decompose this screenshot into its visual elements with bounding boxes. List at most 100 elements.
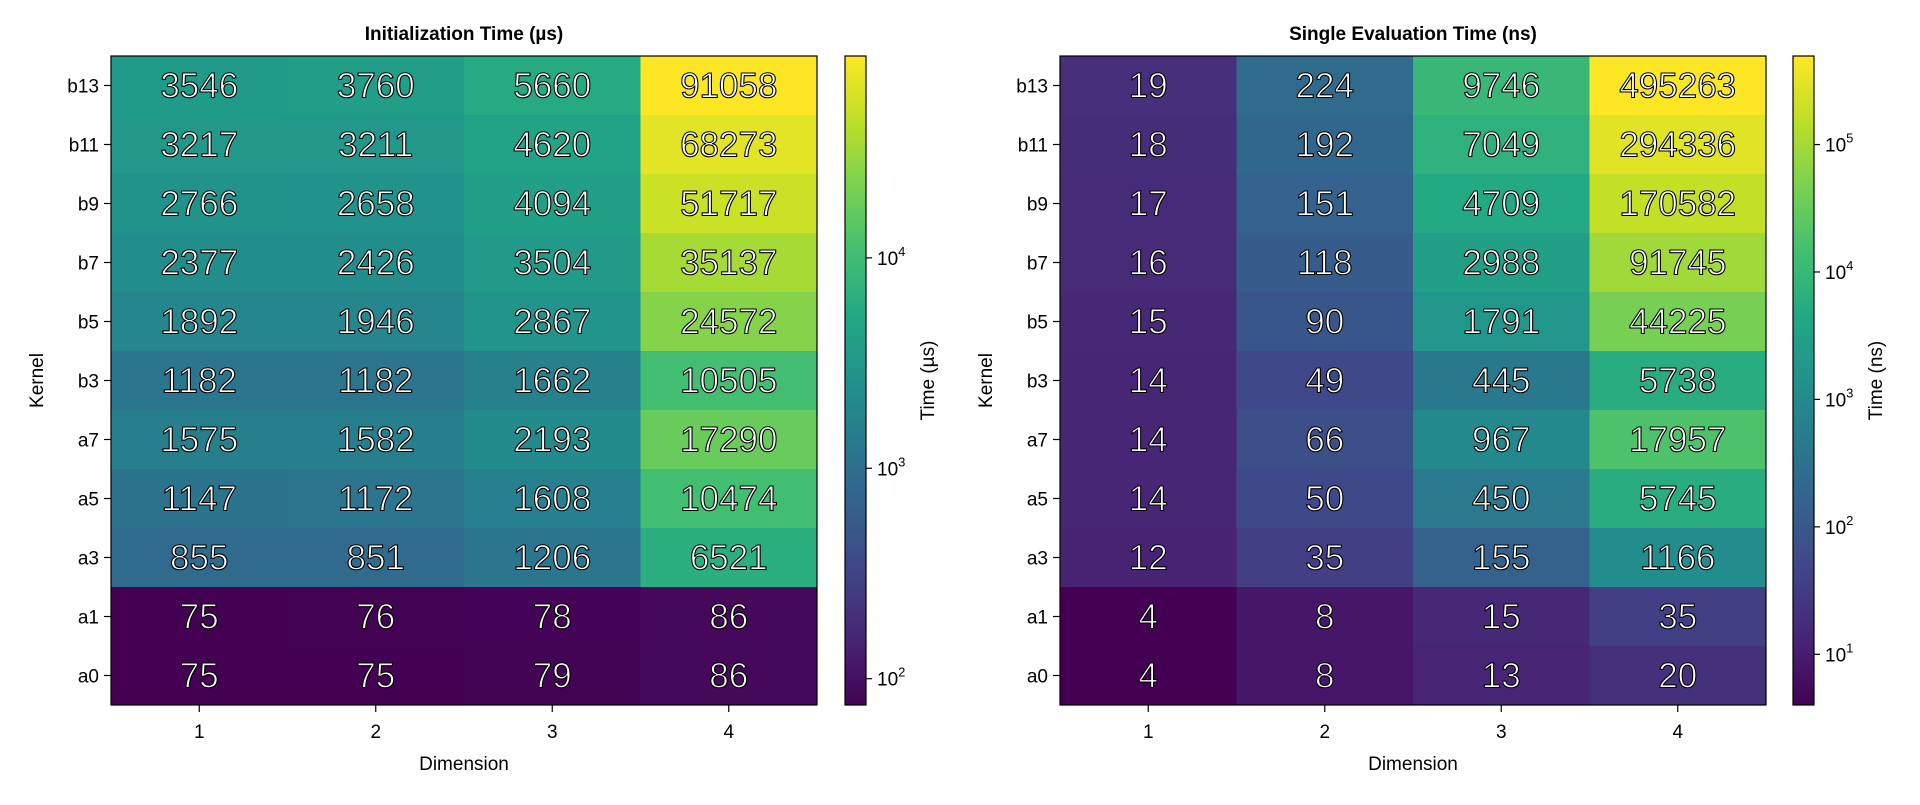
- cell-value-label: 967: [1472, 421, 1530, 460]
- cell-value-label: 86: [709, 598, 748, 637]
- heatmap-cell: [464, 115, 641, 175]
- heatmap-cell: [1413, 351, 1590, 411]
- heatmap-cell: [464, 469, 641, 529]
- heatmap-cell: [287, 646, 465, 706]
- chart-title: Single Evaluation Time (ns): [1289, 24, 1537, 45]
- x-axis-label: Dimension: [1368, 754, 1458, 775]
- heatmap-cell: [1413, 56, 1590, 116]
- heatmap-cell: [287, 351, 465, 411]
- cell-value-label: 35137: [680, 244, 777, 283]
- heatmap-cell: [287, 56, 465, 116]
- cell-value-label: 1582: [337, 421, 415, 460]
- heatmap-cell: [1060, 115, 1237, 175]
- colorbar-tick-label: 103: [877, 454, 905, 480]
- colorbar-tick-label: 102: [1825, 513, 1853, 539]
- y-tick-label: a0: [1027, 667, 1048, 688]
- cell-value-label: 495263: [1619, 67, 1736, 106]
- heatmap-cell: [1236, 646, 1414, 706]
- cell-value-label: 6521: [690, 539, 768, 578]
- heatmap-cell: [111, 410, 288, 470]
- y-tick-label: b3: [78, 372, 99, 393]
- heatmap-cell: [464, 410, 641, 470]
- heatmap-cell: [1589, 115, 1767, 175]
- cell-value-label: 4620: [513, 126, 591, 165]
- heatmap-cell: [1413, 469, 1590, 529]
- x-axis-label: Dimension: [419, 754, 509, 775]
- cell-value-label: 5738: [1639, 362, 1717, 401]
- cell-value-label: 2426: [337, 244, 415, 283]
- y-tick-label: b13: [1016, 77, 1048, 98]
- cell-value-label: 851: [347, 539, 405, 578]
- colorbar-tick-exponent: 1: [1846, 640, 1853, 655]
- colorbar-tick-exponent: 3: [1846, 385, 1853, 400]
- heatmap-cell: [1060, 587, 1237, 647]
- heatmap-cell: [111, 56, 288, 116]
- x-tick-label: 3: [1496, 722, 1507, 743]
- heatmap-cell: [1060, 410, 1237, 470]
- heatmap-cell: [111, 646, 288, 706]
- colorbar-tick-base: 10: [1825, 645, 1846, 666]
- y-tick-label: a3: [1027, 549, 1048, 570]
- heatmap-cell: [111, 233, 288, 293]
- cell-value-label: 1608: [513, 480, 591, 519]
- cell-value-label: 9746: [1462, 67, 1540, 106]
- heatmap-cell: [287, 115, 465, 175]
- cell-value-label: 68273: [680, 126, 777, 165]
- cell-value-label: 14: [1129, 480, 1168, 519]
- cell-value-label: 44225: [1629, 303, 1726, 342]
- colorbar: [844, 55, 867, 706]
- heatmap-cell: [640, 469, 818, 529]
- heatmap-cell: [1589, 56, 1767, 116]
- cell-value-label: 2377: [160, 244, 238, 283]
- cell-value-label: 86: [709, 657, 748, 696]
- colorbar-tick-base: 10: [1825, 518, 1846, 539]
- cell-value-label: 91745: [1629, 244, 1726, 283]
- heatmap-cell: [1413, 292, 1590, 352]
- x-tick-label: 4: [1672, 722, 1683, 743]
- cell-value-label: 4: [1139, 657, 1158, 696]
- heatmap-cell: [1413, 115, 1590, 175]
- cell-value-label: 8: [1315, 657, 1334, 696]
- heatmap-cell: [464, 174, 641, 234]
- cell-value-label: 224: [1296, 67, 1354, 106]
- cell-value-label: 16: [1129, 244, 1168, 283]
- cell-value-label: 1791: [1462, 303, 1540, 342]
- cell-value-label: 1166: [1640, 539, 1715, 578]
- cell-value-label: 1946: [337, 303, 415, 342]
- cell-value-label: 4: [1139, 598, 1158, 637]
- cell-value-label: 79: [533, 657, 572, 696]
- y-axis-label: Kernel: [27, 353, 48, 408]
- heatmap-cell: [1413, 646, 1590, 706]
- colorbar-tick-exponent: 3: [898, 454, 905, 469]
- y-tick-label: a5: [1027, 490, 1048, 511]
- heatmap-cell: [1413, 233, 1590, 293]
- cell-value-label: 51717: [680, 185, 777, 224]
- cell-value-label: 75: [180, 598, 219, 637]
- cell-value-label: 5660: [513, 67, 591, 106]
- colorbar-tick-exponent: 4: [898, 244, 905, 259]
- heatmap-cell: [1060, 292, 1237, 352]
- cell-value-label: 76: [356, 598, 395, 637]
- cell-value-label: 13: [1482, 657, 1521, 696]
- y-tick-label: b11: [69, 136, 99, 157]
- heatmap-cell: [1236, 292, 1414, 352]
- colorbar-tick-label: 104: [877, 244, 905, 270]
- cell-value-label: 12: [1129, 539, 1168, 578]
- cell-value-label: 17: [1129, 185, 1168, 224]
- heatmap-cell: [640, 233, 818, 293]
- colorbar-tick-exponent: 2: [1846, 513, 1853, 528]
- cell-value-label: 10474: [680, 480, 777, 519]
- heatmap-cell: [1060, 174, 1237, 234]
- heatmap-cell: [287, 233, 465, 293]
- y-tick-label: b5: [1027, 313, 1048, 334]
- cell-value-label: 10505: [680, 362, 777, 401]
- cell-value-label: 2658: [337, 185, 415, 224]
- heatmap-cell: [287, 410, 465, 470]
- heatmap-cell: [640, 115, 818, 175]
- cell-value-label: 2867: [513, 303, 591, 342]
- heatmap-cell: [1236, 56, 1414, 116]
- y-tick-label: a0: [78, 667, 99, 688]
- cell-value-label: 14: [1129, 421, 1168, 460]
- cell-value-label: 17290: [680, 421, 777, 460]
- heatmap-cell: [1589, 528, 1767, 588]
